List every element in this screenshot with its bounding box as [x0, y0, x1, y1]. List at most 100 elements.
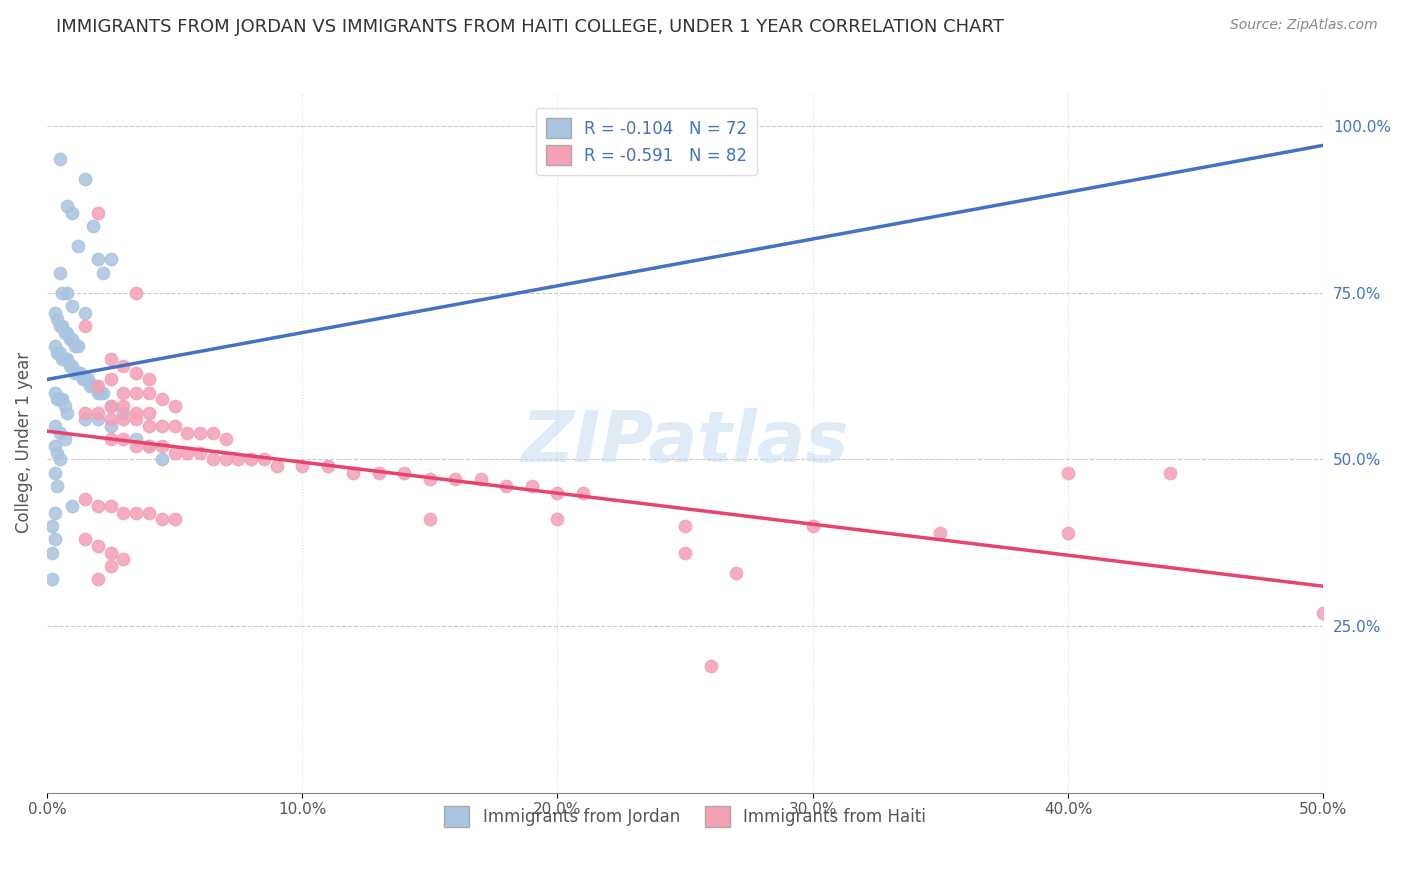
Point — [66, 239, 89, 253]
Point — [100, 412, 122, 426]
Point — [419, 512, 441, 526]
Point — [62, 499, 84, 513]
Point — [75, 172, 97, 186]
Point — [41, 572, 63, 586]
Point — [75, 412, 97, 426]
Point — [163, 445, 186, 459]
Point — [44, 533, 66, 547]
Point — [699, 659, 721, 673]
Point — [112, 506, 135, 520]
Point — [444, 472, 467, 486]
Point — [546, 512, 568, 526]
Point — [394, 466, 416, 480]
Legend: Immigrants from Jordan, Immigrants from Haiti: Immigrants from Jordan, Immigrants from … — [437, 799, 932, 833]
Point — [291, 458, 314, 473]
Point — [1312, 606, 1334, 620]
Point — [87, 539, 110, 553]
Point — [163, 399, 186, 413]
Point — [51, 392, 73, 407]
Point — [87, 385, 110, 400]
Point — [63, 339, 86, 353]
Point — [51, 285, 73, 300]
Point — [150, 512, 173, 526]
Point — [87, 412, 110, 426]
Point — [125, 406, 148, 420]
Point — [150, 452, 173, 467]
Point — [48, 425, 70, 440]
Point — [367, 466, 389, 480]
Point — [87, 205, 110, 219]
Point — [112, 359, 135, 373]
Point — [100, 399, 122, 413]
Point — [138, 439, 160, 453]
Point — [62, 299, 84, 313]
Point — [46, 345, 69, 359]
Text: Source: ZipAtlas.com: Source: ZipAtlas.com — [1230, 18, 1378, 32]
Point — [41, 519, 63, 533]
Point — [163, 512, 186, 526]
Point — [419, 472, 441, 486]
Point — [100, 432, 122, 446]
Point — [63, 366, 86, 380]
Point — [44, 385, 66, 400]
Point — [176, 445, 198, 459]
Point — [253, 452, 276, 467]
Point — [56, 199, 79, 213]
Point — [112, 412, 135, 426]
Point — [316, 458, 339, 473]
Point — [56, 326, 79, 340]
Point — [76, 372, 98, 386]
Point — [66, 339, 89, 353]
Point — [51, 352, 73, 367]
Point — [470, 472, 492, 486]
Point — [342, 466, 364, 480]
Point — [100, 352, 122, 367]
Point — [546, 485, 568, 500]
Point — [150, 392, 173, 407]
Point — [69, 366, 91, 380]
Point — [44, 466, 66, 480]
Point — [100, 399, 122, 413]
Point — [56, 352, 79, 367]
Point — [201, 425, 224, 440]
Point — [79, 379, 101, 393]
Point — [56, 406, 79, 420]
Point — [176, 425, 198, 440]
Point — [82, 219, 104, 233]
Point — [75, 372, 97, 386]
Point — [572, 485, 595, 500]
Point — [87, 379, 110, 393]
Point — [125, 412, 148, 426]
Point — [725, 566, 748, 580]
Point — [240, 452, 263, 467]
Point — [75, 492, 97, 507]
Point — [51, 318, 73, 333]
Point — [44, 305, 66, 319]
Point — [44, 506, 66, 520]
Point — [150, 439, 173, 453]
Point — [125, 285, 148, 300]
Point — [125, 506, 148, 520]
Point — [188, 445, 211, 459]
Point — [75, 318, 97, 333]
Point — [89, 385, 111, 400]
Point — [46, 479, 69, 493]
Point — [163, 419, 186, 434]
Point — [87, 252, 110, 267]
Point — [53, 399, 76, 413]
Point — [72, 372, 94, 386]
Y-axis label: College, Under 1 year: College, Under 1 year — [15, 352, 32, 533]
Point — [125, 366, 148, 380]
Point — [100, 546, 122, 560]
Point — [266, 458, 288, 473]
Point — [48, 452, 70, 467]
Point — [801, 519, 824, 533]
Point — [100, 252, 122, 267]
Point — [53, 326, 76, 340]
Point — [53, 352, 76, 367]
Point — [228, 452, 250, 467]
Point — [46, 312, 69, 326]
Point — [100, 499, 122, 513]
Point — [91, 385, 114, 400]
Point — [138, 385, 160, 400]
